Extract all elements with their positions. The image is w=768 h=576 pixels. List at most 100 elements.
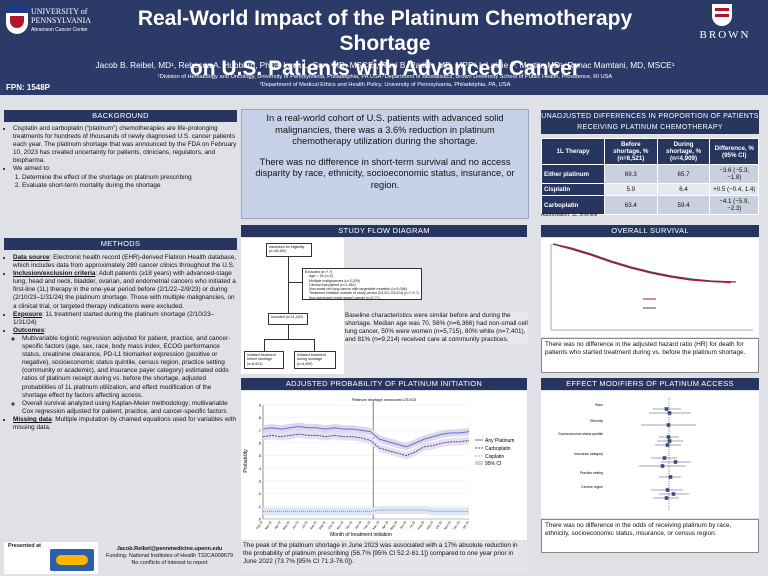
legend-cisplatin: Cisplatin <box>485 454 504 460</box>
x-tick-label: May 22 <box>282 520 291 531</box>
x-tick-label: Jan 24 <box>461 520 470 530</box>
ci-band <box>263 506 469 516</box>
key-finding-2: There was no difference in short-term su… <box>255 156 515 190</box>
methods-missing-data: Missing data: Multiple imputation by cha… <box>13 416 237 432</box>
row-label: Cisplatin <box>541 183 605 196</box>
shortage-annotation: Platinum shortage announced 2/10/23 <box>352 398 416 402</box>
x-tick-label: Jul 23 <box>408 520 416 529</box>
background-body: Cisplatin and carboplatin (“platinum”) c… <box>4 125 237 190</box>
flow-box-excluded: Excluded (n=?,?) Age < 18 (n=2) Multiple… <box>302 268 422 300</box>
flow-connector <box>288 282 302 283</box>
conference-logo-icon <box>50 549 94 571</box>
row-label: Either platinum <box>541 164 605 184</box>
probability-plot-area: .0.1.2.3.4.5.6.7.8.9 Feb 22 Mar 22 Apr 22 Ma… <box>241 391 527 540</box>
x-tick-label: Oct 22 <box>327 520 336 530</box>
legend-ci: 95% CI <box>485 461 501 467</box>
y-tick-label: .8 <box>258 415 262 420</box>
x-tick-label: Feb 23 <box>363 520 372 530</box>
affiliations: ¹Division of Hematology and Oncology, Un… <box>90 73 680 89</box>
penn-shield-icon <box>6 6 28 34</box>
ci-band <box>263 422 469 451</box>
excluded-item: Treatment initiation outside of study pe… <box>309 291 419 296</box>
x-tick-label: Nov 23 <box>443 520 452 530</box>
km-curve <box>550 243 753 331</box>
modifier-label: Ethnicity <box>590 419 603 423</box>
x-tick-label: Mar 22 <box>264 520 273 530</box>
background-heading: BACKGROUND <box>4 110 237 122</box>
penn-logo: UNIVERSITY of PENNSYLVANIA Abramson Canc… <box>6 6 92 40</box>
methods-body: Data source: Electronic health record (E… <box>4 254 237 432</box>
modifier-label: Socioeconomic status quintile <box>558 432 603 436</box>
y-tick-label: .6 <box>258 441 262 446</box>
x-tick-label: Jan 23 <box>354 520 363 530</box>
ci-band <box>263 430 469 460</box>
y-tick-label: .3 <box>258 479 262 484</box>
key-finding-box: In a real-world cohort of U.S. patients … <box>241 109 529 219</box>
unadjusted-table: 1L Therapy Before shortage, % (n=6,521) … <box>541 138 759 215</box>
x-tick-label: Jul 22 <box>301 520 309 529</box>
methods-inclusion: Inclusion/exclusion criteria: Adult pati… <box>13 270 237 310</box>
y-axis-label: Probability <box>243 449 249 473</box>
excluded-item: Non-advanced (early stage) cancer (n=2,?… <box>309 295 380 300</box>
penn-logo-text: UNIVERSITY of PENNSYLVANIA <box>31 7 92 25</box>
excluded-item: Clinical trial patient (n=1,961) <box>309 282 356 287</box>
cell: 6.4 <box>656 183 711 196</box>
chart-legend: Any Platinum Carboplatin Cisplatin 95% C… <box>475 438 514 467</box>
unadjusted-heading: UNADJUSTED DIFFERENCES IN PROPORTION OF … <box>541 110 759 134</box>
contact-email[interactable]: Jacob.Reibel@pennmedicine.upenn.edu <box>116 546 223 552</box>
legend-any-platinum: Any Platinum <box>485 438 514 444</box>
flow-box-included: Included (n=11,430) <box>268 313 308 325</box>
cell: 63.4 <box>604 195 658 215</box>
y-tick-label: .1 <box>258 504 262 509</box>
fpn-label: FPN: 1548P <box>6 83 51 92</box>
x-tick-label: May 23 <box>389 520 398 531</box>
modifier-label: Census region <box>581 485 603 489</box>
modifiers-note: There was no difference in the odds of r… <box>541 519 759 553</box>
x-axis-label: Month of treatment initiation <box>330 532 392 538</box>
methods-data-source: Data source: Electronic health record (E… <box>13 254 237 270</box>
y-tick-label: .0 <box>258 517 262 522</box>
outcome-sub-2: Overall survival analyzed using Kaplan-M… <box>22 400 237 416</box>
methods-heading: METHODS <box>4 238 237 250</box>
flow-box-eligibility: Assessed for eligibility (n=16,460) <box>266 243 312 257</box>
coi-text: No conflicts of interest to report <box>131 560 208 566</box>
x-tick-label: Nov 22 <box>336 520 345 530</box>
x-tick-label: Jun 22 <box>291 520 300 530</box>
excluded-item: Multiple malignancies (n=2,209) <box>309 278 360 283</box>
methods-outcomes: Outcomes: Multivariable logistic regress… <box>13 327 237 416</box>
aim-2: Evaluate short-term mortality during the… <box>22 182 237 190</box>
flow-connector <box>314 339 315 351</box>
presented-at-label: Presented at <box>8 543 42 549</box>
aim-1: Determine the effect of the shortage on … <box>22 174 237 182</box>
penn-logo-subtext: Abramson Cancer Center <box>31 27 88 33</box>
x-tick-label: Dec 23 <box>452 520 461 530</box>
excluded-item: Non-small cell lung cancer with targetab… <box>309 287 407 292</box>
series-line <box>263 509 469 512</box>
excluded-item: Age < 18 (n=2) <box>309 274 333 279</box>
x-tick-label: Sep 22 <box>318 520 327 530</box>
cell: 5.9 <box>604 183 658 196</box>
methods-exposure: Exposure: 1L treatment started during th… <box>13 311 237 327</box>
flow-connector <box>288 257 289 313</box>
flow-heading: STUDY FLOW DIAGRAM <box>241 225 527 237</box>
x-tick-label: Aug 22 <box>309 520 318 530</box>
x-tick-label: Apr 22 <box>273 520 282 530</box>
poster-header: UNIVERSITY of PENNSYLVANIA Abramson Canc… <box>0 0 768 95</box>
probability-heading: ADJUSTED PROBABILITY OF PLATINUM INITIAT… <box>241 378 527 390</box>
x-tick-label: Oct 23 <box>435 520 444 530</box>
brown-logo-text: BROWN <box>699 29 751 41</box>
col-header: During shortage, % (n=4,909) <box>656 138 711 165</box>
modifiers-heading: EFFECT MODIFIERS OF PLATINUM ACCESS <box>541 378 759 390</box>
y-tick-label: .7 <box>258 428 262 433</box>
flow-connector <box>264 339 265 351</box>
x-tick-label: Aug 23 <box>416 520 425 530</box>
poster-title: Real-World Impact of the Platinum Chemot… <box>90 6 680 81</box>
y-tick-label: .4 <box>258 466 262 471</box>
cell: 59.4 <box>656 195 711 215</box>
cell: −3.6 (−5.3, −1.8) <box>709 164 759 184</box>
conference-badge: Presented at <box>4 542 98 574</box>
probability-note: The peak of the platinum shortage in Jun… <box>241 541 527 574</box>
affiliation-line-1: ¹Division of Hematology and Oncology, Un… <box>157 74 613 80</box>
survival-heading: OVERALL SURVIVAL <box>541 225 759 237</box>
